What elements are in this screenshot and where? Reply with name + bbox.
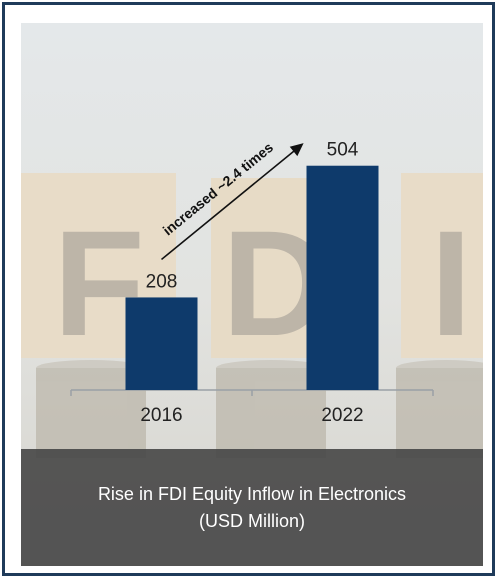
growth-arrow-head: [289, 143, 304, 157]
bar-2022: [306, 165, 379, 390]
category-label-2022: 2022: [321, 405, 363, 426]
bar-chart: 208 504 2016 2022 increased ~2.4 times: [70, 139, 434, 426]
chart-panel: F D I 208 504 2016 2022 increased ~2.4 tim…: [21, 23, 483, 566]
chart-caption: Rise in FDI Equity Inflow in Electronics…: [21, 449, 483, 566]
growth-arrow: [160, 145, 302, 261]
value-label-2022: 504: [327, 140, 359, 161]
category-label-2016: 2016: [140, 405, 182, 426]
caption-line-2: (USD Million): [198, 510, 305, 531]
background-letter-i: I: [430, 199, 472, 367]
caption-line-1: Rise in FDI Equity Inflow in Electronics: [97, 483, 407, 504]
wood-block-i: [401, 173, 483, 358]
growth-annotation-text: increased ~2.4 times: [160, 139, 277, 238]
bar-2016: [125, 297, 198, 390]
growth-annotation: increased ~2.4 times: [160, 139, 304, 261]
value-label-2016: 208: [146, 271, 178, 292]
